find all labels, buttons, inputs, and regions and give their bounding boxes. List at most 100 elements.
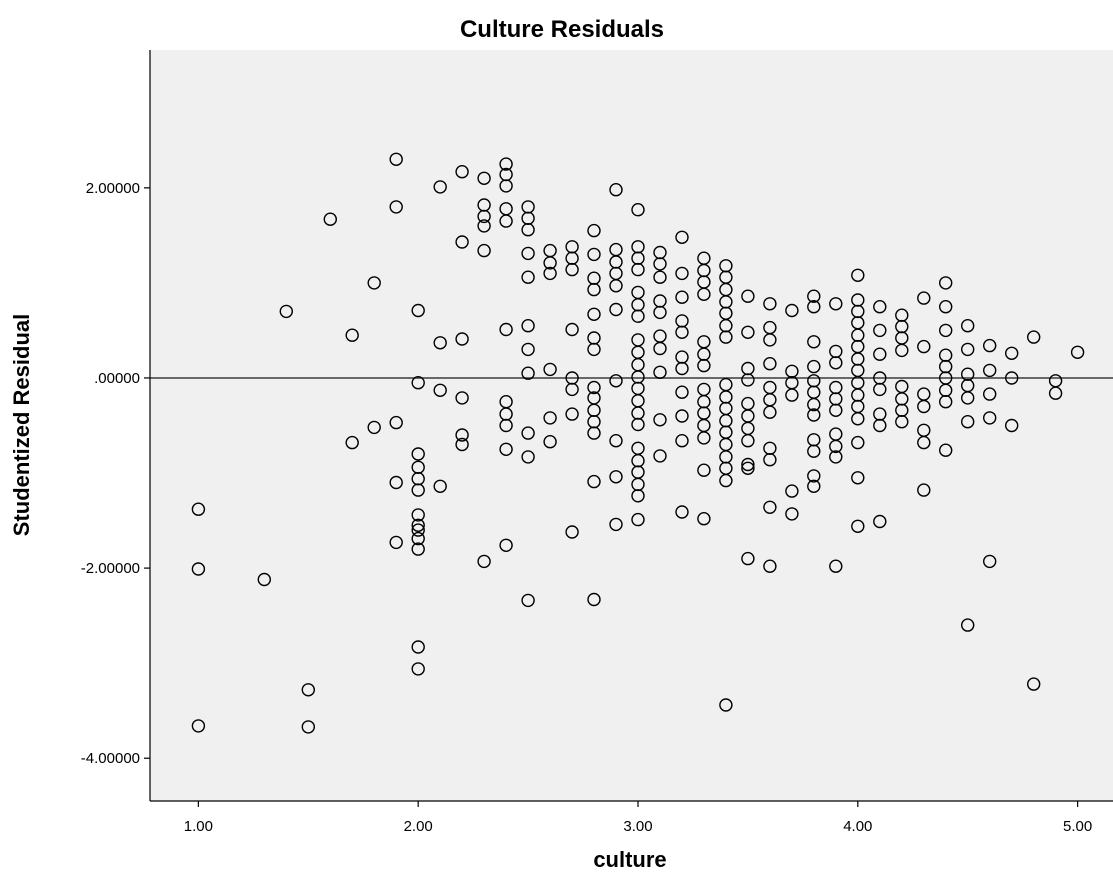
- data-point: [807, 300, 821, 314]
- data-point: [961, 319, 975, 333]
- data-point: [499, 214, 513, 228]
- data-point: [477, 171, 491, 186]
- data-point: [367, 276, 381, 290]
- data-point: [587, 282, 601, 297]
- x-tick-label: 1.00: [184, 818, 213, 835]
- data-point: [763, 559, 777, 573]
- data-point: [521, 593, 535, 608]
- data-point: [499, 322, 513, 337]
- data-point: [433, 336, 447, 350]
- data-point: [609, 470, 623, 484]
- data-point: [411, 483, 425, 497]
- data-point: [609, 182, 623, 197]
- data-point: [389, 475, 403, 490]
- data-point: [829, 439, 843, 454]
- data-point: [631, 309, 645, 323]
- y-tick-label: -4.00000: [81, 750, 140, 767]
- data-point: [587, 380, 601, 395]
- data-point: [675, 266, 689, 281]
- data-point: [499, 418, 513, 433]
- data-point: [301, 683, 315, 697]
- data-point: [653, 270, 667, 284]
- data-point: [873, 382, 887, 397]
- data-point: [961, 391, 975, 405]
- data-point: [543, 266, 557, 281]
- data-point: [411, 640, 425, 654]
- data-point: [301, 720, 315, 734]
- data-point: [807, 479, 821, 493]
- data-point: [411, 303, 425, 318]
- data-point: [631, 202, 645, 217]
- data-point: [411, 542, 425, 556]
- data-point: [917, 399, 931, 414]
- data-point: [719, 698, 733, 712]
- data-point: [675, 290, 689, 304]
- data-point: [961, 618, 975, 632]
- data-point: [455, 235, 469, 249]
- data-point: [697, 463, 711, 477]
- data-point: [191, 562, 206, 576]
- data-point: [851, 435, 865, 450]
- data-point: [807, 408, 821, 422]
- data-point: [1005, 346, 1019, 360]
- data-point: [939, 323, 953, 338]
- data-point: [697, 512, 711, 526]
- data-point: [675, 505, 689, 519]
- data-point: [455, 332, 469, 346]
- data-point: [257, 572, 271, 587]
- data-point: [785, 388, 799, 402]
- data-point: [873, 347, 887, 361]
- data-point: [939, 395, 953, 409]
- data-points: [191, 152, 1085, 734]
- data-point: [983, 363, 997, 378]
- data-point: [785, 484, 799, 498]
- data-point: [411, 531, 425, 546]
- data-point: [851, 412, 865, 426]
- data-point: [499, 442, 513, 456]
- data-point: [939, 276, 953, 290]
- data-point: [631, 262, 645, 277]
- data-point: [433, 479, 447, 493]
- data-point: [565, 382, 579, 397]
- data-point: [961, 415, 975, 429]
- y-axis-label: Studentized Residual: [9, 314, 34, 536]
- data-point: [829, 356, 843, 370]
- data-point: [1070, 345, 1085, 359]
- data-point: [1005, 371, 1019, 385]
- data-point: [587, 426, 601, 440]
- data-point: [191, 502, 206, 516]
- data-point: [521, 270, 535, 284]
- data-point: [675, 434, 689, 448]
- data-point: [543, 256, 557, 270]
- data-point: [741, 289, 755, 303]
- data-point: [565, 407, 579, 421]
- data-point: [1026, 677, 1041, 691]
- data-point: [609, 302, 623, 317]
- data-point: [939, 443, 953, 457]
- data-point: [433, 383, 447, 397]
- data-point: [565, 322, 579, 337]
- data-point: [939, 300, 953, 314]
- data-point: [587, 592, 601, 607]
- data-point: [455, 437, 469, 452]
- data-point: [697, 358, 711, 373]
- data-point: [543, 362, 557, 377]
- data-point: [807, 469, 821, 483]
- data-point: [763, 297, 777, 311]
- y-tick-label: -2.00000: [81, 560, 140, 577]
- data-point: [983, 554, 997, 569]
- data-point: [455, 164, 469, 179]
- data-point: [675, 325, 689, 339]
- data-point: [477, 554, 491, 569]
- x-tick-label: 5.00: [1063, 818, 1092, 835]
- x-axis-ticks: 1.00 2.00 3.00 4.00 5.00: [184, 801, 1092, 835]
- y-tick-label: .00000: [94, 370, 140, 387]
- data-point: [521, 319, 535, 333]
- data-point: [587, 474, 601, 489]
- data-point: [719, 473, 733, 488]
- data-point: [323, 212, 337, 226]
- data-point: [741, 373, 755, 387]
- data-point: [499, 538, 513, 552]
